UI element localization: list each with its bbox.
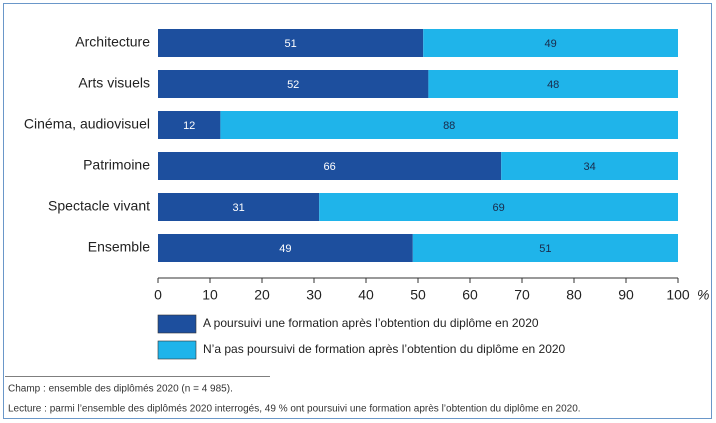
x-tick-label: 100 bbox=[666, 287, 690, 303]
x-tick-label: 70 bbox=[514, 287, 530, 303]
note: Champ : ensemble des diplômés 2020 (n = … bbox=[8, 384, 233, 395]
x-tick-label: 0 bbox=[154, 287, 162, 303]
x-tick-label: 10 bbox=[202, 287, 218, 303]
value-label: 31 bbox=[232, 202, 244, 214]
value-label: 69 bbox=[492, 202, 504, 214]
legend-label: N’a pas poursuivi de formation après l’o… bbox=[203, 342, 566, 356]
legend-swatch bbox=[157, 314, 197, 334]
bar-segment bbox=[158, 193, 320, 221]
bar-segment bbox=[158, 152, 502, 180]
x-tick-label: 50 bbox=[410, 287, 426, 303]
bar-segment bbox=[158, 111, 221, 139]
bar-segment bbox=[158, 70, 429, 98]
value-label: 34 bbox=[583, 161, 595, 173]
category-label: Cinéma, audiovisuel bbox=[24, 116, 150, 132]
value-label: 12 bbox=[183, 120, 195, 132]
category-label: Spectacle vivant bbox=[48, 198, 150, 214]
value-label: 49 bbox=[544, 38, 556, 50]
x-tick-label: 60 bbox=[462, 287, 478, 303]
bar-segment bbox=[319, 193, 678, 221]
value-label: 88 bbox=[443, 120, 455, 132]
category-label: Patrimoine bbox=[83, 157, 150, 173]
frame bbox=[3, 3, 712, 419]
value-label: 51 bbox=[284, 38, 296, 50]
bar-segment bbox=[423, 29, 678, 57]
bar-segment bbox=[501, 152, 678, 180]
value-label: 51 bbox=[539, 243, 551, 255]
x-tick-label: 90 bbox=[618, 287, 634, 303]
x-tick-label: 30 bbox=[306, 287, 322, 303]
bar-segment bbox=[412, 234, 678, 262]
category-label: Ensemble bbox=[88, 239, 150, 255]
bar-segment bbox=[158, 234, 413, 262]
category-label: Arts visuels bbox=[78, 75, 150, 91]
x-axis-unit: % bbox=[697, 287, 709, 303]
value-label: 66 bbox=[323, 161, 335, 173]
value-label: 49 bbox=[279, 243, 291, 255]
legend-label: A poursuivi une formation après l’obtent… bbox=[203, 316, 539, 330]
category-label: Architecture bbox=[75, 34, 150, 50]
bar-segment bbox=[158, 29, 424, 57]
note: Lecture : parmi l’ensemble des diplômés … bbox=[8, 404, 581, 415]
x-tick-label: 80 bbox=[566, 287, 582, 303]
bar-segment bbox=[220, 111, 678, 139]
value-label: 52 bbox=[287, 79, 299, 91]
x-tick-label: 20 bbox=[254, 287, 270, 303]
legend-swatch bbox=[157, 340, 197, 360]
value-label: 48 bbox=[547, 79, 559, 91]
bar-segment bbox=[428, 70, 678, 98]
x-tick-label: 40 bbox=[358, 287, 374, 303]
